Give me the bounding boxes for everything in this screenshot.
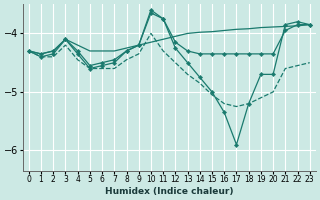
X-axis label: Humidex (Indice chaleur): Humidex (Indice chaleur) (105, 187, 234, 196)
